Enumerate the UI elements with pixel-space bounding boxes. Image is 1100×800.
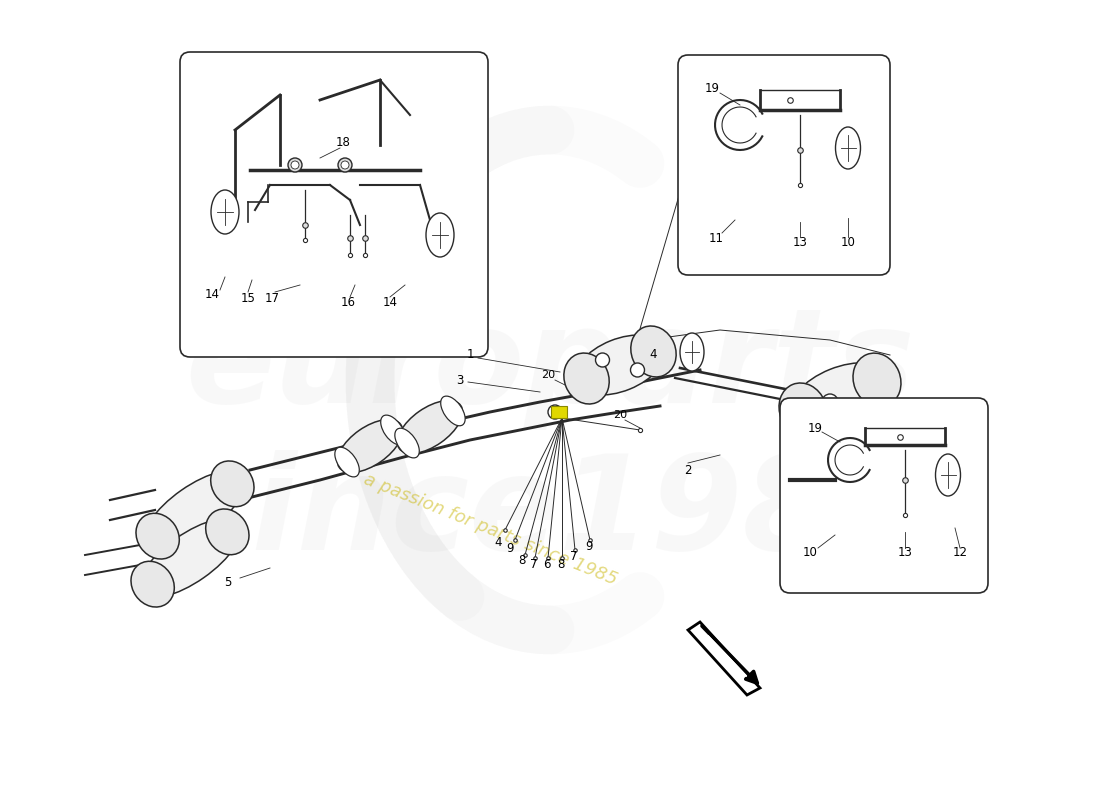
Text: 13: 13 [793,235,807,249]
Circle shape [822,394,838,410]
Text: 6: 6 [543,558,551,570]
Text: 20: 20 [541,370,556,380]
Ellipse shape [886,400,934,454]
Text: europarts
since1985: europarts since1985 [174,303,926,577]
Ellipse shape [441,396,465,426]
Ellipse shape [381,415,405,445]
Ellipse shape [935,454,960,496]
Text: 11: 11 [708,231,724,245]
Text: 7: 7 [530,558,538,570]
Ellipse shape [680,333,704,371]
Bar [551,406,566,418]
Text: 1: 1 [466,349,474,362]
Ellipse shape [131,562,174,607]
Ellipse shape [806,426,854,480]
Text: 8: 8 [518,554,526,567]
Ellipse shape [564,353,609,404]
Ellipse shape [852,353,901,407]
Text: 15: 15 [241,291,255,305]
Circle shape [292,161,299,169]
Ellipse shape [395,428,419,458]
Ellipse shape [211,190,239,234]
Circle shape [338,158,352,172]
Ellipse shape [836,127,860,169]
Circle shape [630,363,645,377]
Text: 10: 10 [840,235,856,249]
Circle shape [288,158,302,172]
Text: 2: 2 [684,463,692,477]
Ellipse shape [426,213,454,257]
Text: 13: 13 [898,546,912,559]
Text: a passion for parts since 1985: a passion for parts since 1985 [361,470,619,590]
FancyBboxPatch shape [180,52,488,357]
Text: 3: 3 [456,374,464,386]
Text: 4: 4 [649,349,657,362]
Ellipse shape [338,419,403,473]
Ellipse shape [136,514,179,559]
Text: 4: 4 [494,537,502,550]
Circle shape [595,353,609,367]
Ellipse shape [630,326,676,377]
Ellipse shape [211,461,254,506]
Polygon shape [688,622,760,695]
Circle shape [548,405,562,419]
Ellipse shape [575,335,666,395]
Ellipse shape [334,447,360,477]
Text: 9: 9 [585,541,593,554]
Text: 9: 9 [506,542,514,554]
Ellipse shape [817,409,923,471]
FancyBboxPatch shape [678,55,890,275]
Ellipse shape [790,362,890,427]
Text: 16: 16 [341,297,355,310]
Text: 10: 10 [803,546,817,559]
Text: 17: 17 [264,291,279,305]
Text: 19: 19 [807,422,823,434]
Text: 20: 20 [613,410,627,420]
Text: 7: 7 [570,550,578,563]
Circle shape [850,440,866,456]
Text: 19: 19 [704,82,719,94]
Text: 18: 18 [336,135,351,149]
Ellipse shape [397,401,463,454]
Ellipse shape [144,470,246,550]
Text: 8: 8 [558,558,564,570]
Text: 14: 14 [205,287,220,301]
Circle shape [341,161,349,169]
Ellipse shape [139,518,241,598]
Ellipse shape [206,509,249,554]
Ellipse shape [779,383,827,437]
Text: 5: 5 [224,575,232,589]
Text: 14: 14 [383,297,397,310]
Text: 12: 12 [953,546,968,559]
FancyBboxPatch shape [780,398,988,593]
